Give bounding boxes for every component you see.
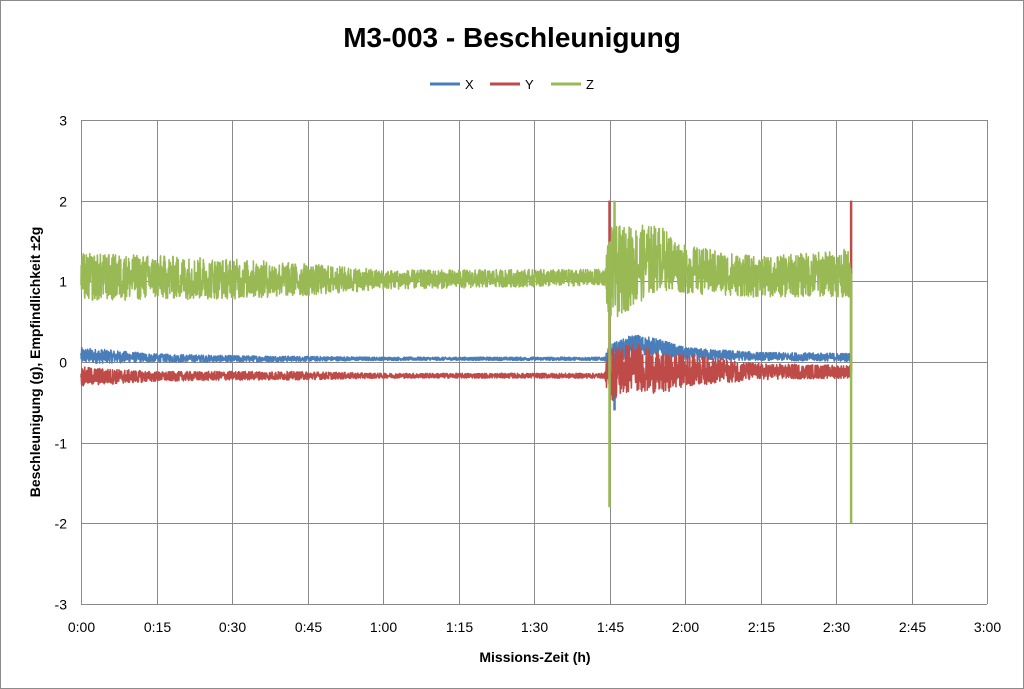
x-axis-title: Missions-Zeit (h) [479,649,590,665]
y-tick-label: 0 [59,355,67,371]
y-tick-label: 3 [59,113,67,129]
x-tick-label: 2:00 [672,619,699,635]
x-tick-label: 0:30 [219,619,246,635]
y-tick-label: 2 [59,194,67,210]
x-tick-label: 1:00 [370,619,397,635]
plot-area [80,200,853,524]
x-tick-label: 0:15 [144,619,171,635]
x-tick-label: 2:45 [899,619,926,635]
x-tick-label: 1:15 [446,619,473,635]
x-tick-label: 0:00 [68,619,95,635]
x-tick-label: 2:30 [823,619,850,635]
x-tick-label: 1:45 [597,619,624,635]
x-tick-label: 3:00 [974,619,1001,635]
x-tick-label: 0:45 [295,619,322,635]
x-tick-label: 2:15 [748,619,775,635]
series-x-line [80,334,852,367]
series-y-line [80,343,852,401]
y-tick-label: 1 [59,274,67,290]
y-tick-label: -1 [55,436,68,452]
x-tick-labels: 0:00 0:15 0:30 0:45 1:00 1:15 1:30 1:45 2:00 2:15… [68,619,1001,635]
y-tick-label: -3 [55,597,68,613]
legend-label-y: Y [525,77,534,92]
legend-label-z: Z [586,77,594,92]
legend: X Y Z [430,77,594,92]
y-tick-label: -2 [55,516,68,532]
series-z-line [80,224,852,318]
x-tick-label: 1:30 [521,619,548,635]
y-axis-title: Beschleunigung (g), Empfindlichkeit ±2g [27,227,43,498]
chart-title: M3-003 - Beschleunigung [343,22,681,53]
legend-label-x: X [465,77,474,92]
y-tick-labels: 3 2 1 0 -1 -2 -3 [55,113,68,613]
